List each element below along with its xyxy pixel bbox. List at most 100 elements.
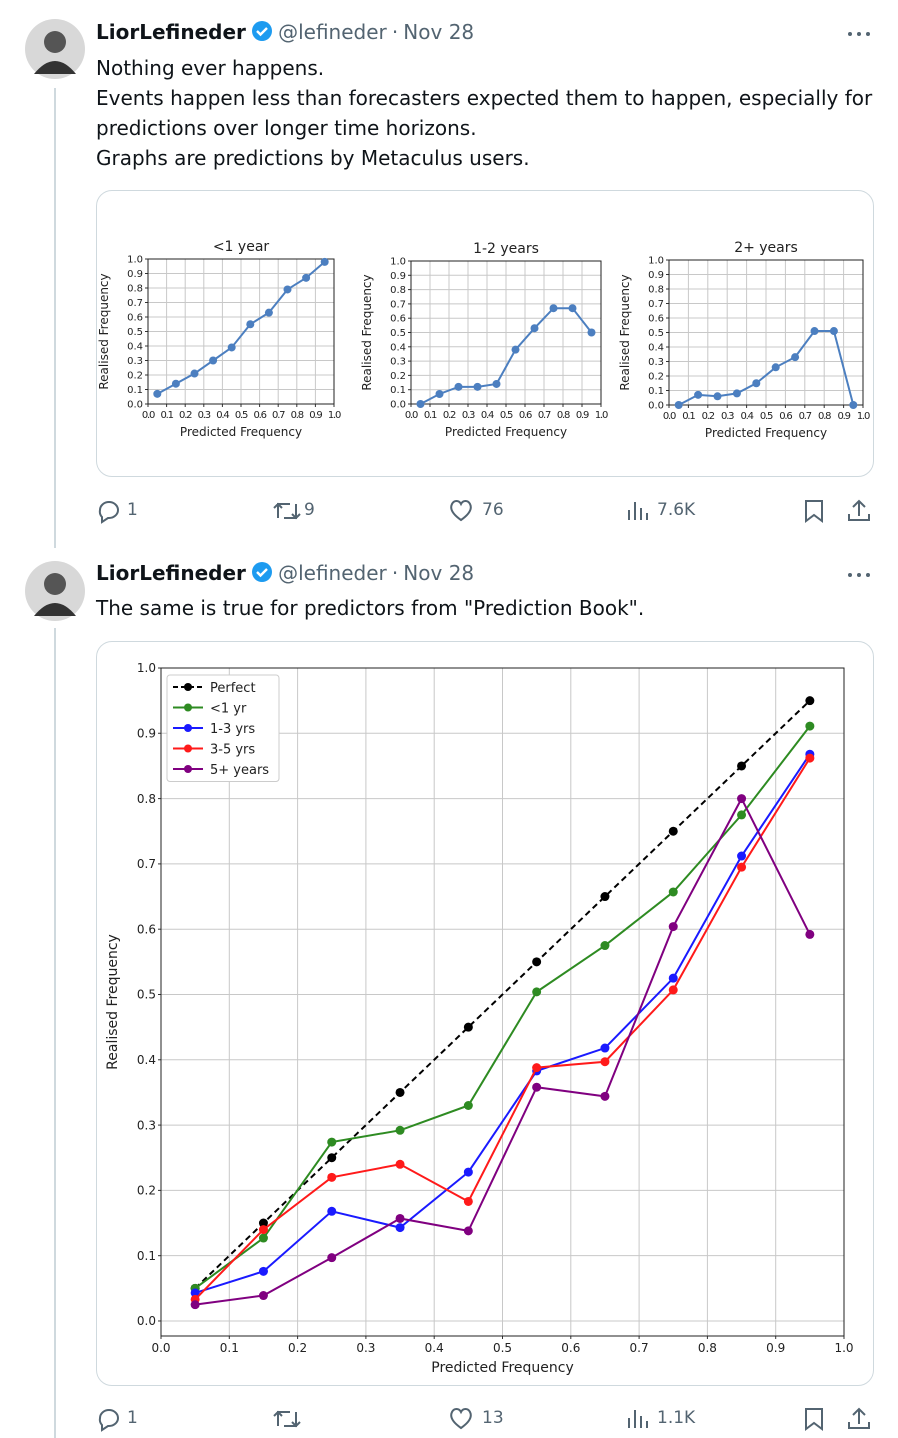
y-axis-label: Realised Frequency	[97, 273, 111, 389]
x-tick-label: 1.0	[857, 411, 870, 422]
chart-title: <1 year	[213, 239, 270, 255]
y-tick-label: 0.9	[648, 270, 664, 281]
data-point	[791, 353, 800, 362]
y-tick-label: 0.2	[137, 1184, 156, 1198]
y-tick-label: 0.9	[390, 271, 406, 282]
views-count: 7.6K	[657, 500, 696, 520]
x-tick-label: 0.0	[151, 1341, 170, 1355]
y-tick-label: 0.7	[390, 299, 406, 310]
data-point	[395, 1125, 405, 1135]
data-point	[258, 1266, 268, 1276]
data-point	[737, 862, 747, 872]
legend-marker	[184, 683, 192, 691]
repost-count: 9	[304, 500, 315, 520]
x-tick-label: 0.2	[702, 411, 715, 422]
bookmark-icon[interactable]	[802, 1406, 826, 1432]
data-point	[532, 1063, 542, 1073]
share-icon[interactable]	[846, 498, 872, 524]
data-point	[227, 343, 236, 352]
data-point	[600, 1091, 610, 1101]
like-icon[interactable]	[448, 1406, 474, 1432]
views-icon[interactable]	[626, 1406, 652, 1432]
y-tick-label: 0.0	[137, 1314, 156, 1328]
x-tick-label: 0.6	[253, 410, 266, 421]
legend-label: 5+ years	[210, 763, 269, 778]
x-tick-label: 0.0	[663, 411, 676, 422]
y-tick-label: 0.4	[648, 343, 664, 354]
separator: ·	[391, 20, 399, 44]
x-tick-label: 0.9	[576, 410, 589, 421]
x-tick-label: 0.8	[698, 1341, 717, 1355]
y-axis-label: Realised Frequency	[105, 934, 121, 1070]
data-point	[416, 400, 425, 408]
share-icon[interactable]	[846, 1406, 872, 1432]
reply-icon[interactable]	[96, 498, 122, 524]
y-tick-label: 0.1	[127, 385, 143, 396]
data-point	[190, 369, 199, 378]
y-tick-label: 0.1	[137, 1249, 156, 1263]
author-name[interactable]: LiorLefineder	[96, 561, 246, 585]
text-line: Nothing ever happens.	[96, 56, 325, 80]
data-point	[668, 887, 678, 897]
avatar[interactable]	[24, 18, 86, 80]
chart-panel: 0.0 0.1 0.2 0.3 0.4 0.5 0.6 0.7 0.8 0.9 1.0 0.0 0.1 0…	[97, 239, 871, 440]
y-tick-label: 0.4	[127, 342, 143, 353]
legend-label: 1-3 yrs	[210, 722, 255, 737]
like-icon[interactable]	[448, 498, 474, 524]
data-point	[668, 826, 678, 836]
series-line	[194, 725, 811, 1290]
x-tick-label: 0.3	[721, 411, 734, 422]
handle[interactable]: @lefineder	[278, 561, 387, 585]
y-tick-label: 1.0	[390, 257, 406, 268]
plot-frame	[410, 260, 602, 405]
data-point	[752, 379, 761, 388]
date[interactable]: Nov 28	[403, 561, 475, 585]
data-point	[463, 1226, 473, 1236]
data-point	[492, 379, 501, 388]
x-tick-label: 0.8	[291, 410, 304, 421]
x-tick-label: 0.4	[481, 410, 494, 421]
x-tick-label: 0.3	[462, 410, 475, 421]
x-tick-label: 0.6	[519, 410, 532, 421]
legend-marker	[184, 744, 192, 753]
data-point	[209, 356, 218, 365]
data-point	[737, 761, 747, 771]
tweet-text: Nothing ever happens. Events happen less…	[96, 53, 876, 173]
y-tick-label: 0.7	[137, 857, 156, 871]
more-button[interactable]	[846, 569, 872, 581]
legend-marker	[184, 765, 192, 773]
repost-icon[interactable]	[272, 1406, 302, 1432]
x-tick-label: 0.1	[160, 410, 173, 421]
data-point	[713, 392, 722, 401]
data-point	[463, 1196, 473, 1206]
data-point	[190, 1288, 200, 1298]
y-tick-label: 0.0	[127, 400, 143, 411]
repost-icon[interactable]	[272, 498, 302, 524]
data-point	[530, 324, 539, 333]
handle[interactable]: @lefineder	[278, 20, 387, 44]
media-card[interactable]: 0.0 0.1 0.2 0.3 0.4 0.5 0.6 0.7 0.8 0.9 1.0 0.0 0.1 0…	[96, 190, 874, 477]
x-tick-label: 0.8	[557, 410, 570, 421]
plot-frame	[147, 258, 335, 405]
more-button[interactable]	[846, 28, 872, 40]
avatar[interactable]	[24, 560, 86, 622]
media-card[interactable]: 0.0 0.1 0.2 0.3 0.4 0.5 0.6 0.7 0.8 0.9 1.0 0.0 0.1 0…	[96, 641, 874, 1386]
data-point	[395, 1159, 405, 1169]
views-icon[interactable]	[626, 498, 652, 524]
data-point	[327, 1253, 337, 1263]
x-tick-label: 1.0	[834, 1341, 853, 1355]
y-tick-label: 0.8	[648, 285, 664, 296]
date[interactable]: Nov 28	[403, 20, 475, 44]
data-point	[258, 1291, 268, 1301]
data-point	[668, 985, 678, 995]
data-point	[737, 810, 747, 820]
series-line	[194, 757, 811, 1301]
x-tick-label: 0.1	[220, 1341, 239, 1355]
series-line	[156, 261, 326, 395]
y-tick-label: 0.8	[127, 284, 143, 295]
y-tick-label: 0.6	[390, 314, 406, 325]
bookmark-icon[interactable]	[802, 498, 826, 524]
reply-icon[interactable]	[96, 1406, 122, 1432]
author-name[interactable]: LiorLefineder	[96, 20, 246, 44]
data-point	[600, 1057, 610, 1067]
